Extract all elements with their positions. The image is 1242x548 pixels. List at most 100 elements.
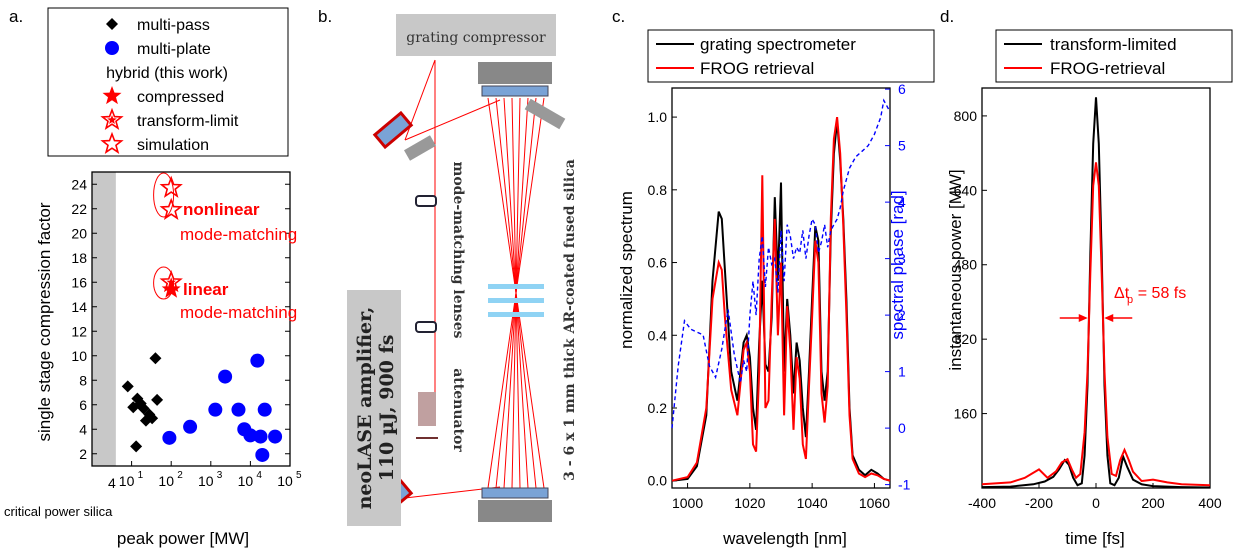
- fwhm-label-sub: p: [1127, 294, 1133, 306]
- y2-tick-label-c: -1: [898, 477, 911, 493]
- legend-a-label: transform-limit: [137, 113, 239, 130]
- lens: [415, 321, 437, 333]
- legend-a-label: multi-pass: [137, 17, 210, 34]
- data-point-diamond: [149, 352, 162, 365]
- x-tick-label-d: -200: [1025, 495, 1053, 511]
- y-tick-label-d: 320: [954, 331, 978, 347]
- annotation-linear-text: mode-matching: [180, 303, 297, 322]
- legend-a-marker-circle: [105, 41, 119, 55]
- x-tick-label-a-exp: 3: [217, 470, 223, 481]
- silica-label: 3 - 6 x 1 mm thick AR-coated fused silic…: [562, 159, 578, 481]
- panel-letter-c: c.: [612, 7, 625, 26]
- series-line-c-1: [671, 116, 891, 482]
- fwhm-arrowhead-left: [1078, 314, 1088, 322]
- top-mount: [478, 62, 552, 84]
- legend-a-marker-star-filled: [102, 86, 122, 105]
- y2-tick-label-c: 3: [898, 251, 906, 267]
- x-tick-label-a-exp: 2: [177, 470, 183, 481]
- silica-plate: [488, 312, 544, 317]
- x-axis-label-d: time [fs]: [1065, 529, 1125, 548]
- bottom-mount: [478, 500, 552, 522]
- y-tick-label-c: 0.2: [648, 400, 668, 416]
- amplifier-label-line1: neoLASE amplifier,: [354, 307, 376, 510]
- y2-tick-label-c: 4: [898, 194, 906, 210]
- annotation-nonlinear-text: mode-matching: [180, 225, 297, 244]
- x-tick-label-a-base: 10: [119, 473, 135, 489]
- plot-frame-c: [671, 87, 891, 489]
- chart-a: multi-pass multi-plate hybrid (this work) c…: [4, 7, 302, 548]
- data-point-circle: [257, 402, 272, 417]
- legend-a-box: [47, 7, 289, 157]
- data-point-circle: [183, 419, 198, 434]
- panel-letter-a: a.: [9, 7, 23, 26]
- panel-letter-d: d.: [940, 7, 954, 26]
- x-tick-label-c: 1060: [859, 495, 890, 511]
- lens: [415, 195, 437, 207]
- x-tick-label-c: 1000: [672, 495, 703, 511]
- silica-plate: [488, 298, 544, 303]
- data-point-diamond: [151, 393, 164, 406]
- attenuator-element: [418, 392, 436, 426]
- chart-d: transform-limited FROG-retrieval -400 -20…: [946, 29, 1233, 548]
- x-tick-label-d: 0: [1092, 495, 1100, 511]
- y-tick-label-a: 6: [79, 397, 87, 413]
- legend-a-marker-star-half: [100, 107, 124, 130]
- series-line-d-1: [981, 162, 1211, 487]
- attenuator-label: attenuator: [450, 368, 466, 452]
- legend-c-box: [647, 29, 935, 83]
- beam-line: [404, 99, 501, 141]
- y-tick-label-a: 2: [79, 446, 87, 462]
- y-tick-label-c: 0.0: [648, 473, 668, 489]
- x-tick-label-a-base: 10: [158, 473, 174, 489]
- legend-c-label-0: grating spectrometer: [700, 35, 856, 54]
- y-tick-label-d: 160: [954, 406, 978, 422]
- legend-d-box: [995, 29, 1233, 83]
- x-tick-label-c: 1020: [734, 495, 765, 511]
- highlight-ellipse-nonlinear: [153, 172, 175, 218]
- x-tick-label-c: 1040: [797, 495, 828, 511]
- x-tick-label-a-exp: 1: [138, 470, 144, 481]
- series-line-c-2: [671, 98, 891, 429]
- legend-a-marker-star-open: [100, 131, 124, 154]
- amplifier-box: [347, 290, 401, 526]
- data-point-circle: [250, 353, 265, 368]
- x-axis-label-c: wavelength [nm]: [722, 529, 847, 548]
- x-tick-label-d: 400: [1198, 495, 1222, 511]
- legend-a-heading: hybrid (this work): [106, 65, 228, 82]
- grating-compressor-box: [396, 14, 556, 56]
- data-point-star-half: [159, 270, 183, 293]
- data-point-circle: [268, 429, 283, 444]
- y-tick-label-a: 22: [71, 201, 87, 217]
- data-point-diamond: [146, 412, 159, 425]
- data-point-circle: [255, 447, 270, 462]
- y-tick-label-c: 0.8: [648, 182, 668, 198]
- legend-a-label: multi-plate: [137, 41, 211, 58]
- y-tick-label-a: 12: [71, 323, 87, 339]
- y2-axis-label-c: spectral phase [rad]: [888, 190, 907, 339]
- legend-a-marker-diamond: [106, 18, 118, 30]
- y-tick-label-c: 1.0: [648, 109, 668, 125]
- y-axis-label-d: instantaneous power [MW]: [946, 169, 965, 370]
- data-point-circle: [208, 402, 223, 417]
- y2-tick-label-c: 6: [898, 81, 906, 97]
- setup-schematic: grating compressor mode-matching lenses …: [347, 14, 578, 526]
- x-tick-label-a-exp: 4: [256, 470, 262, 481]
- fwhm-arrowhead-right: [1104, 314, 1114, 322]
- y-tick-label-d: 800: [954, 108, 978, 124]
- folding-mirror: [372, 110, 414, 150]
- chart-c: grating spectrometer FROG retrieval 1000…: [617, 29, 935, 548]
- legend-c-label-1: FROG retrieval: [700, 59, 814, 78]
- x-tick-label-a-base: 10: [198, 473, 214, 489]
- data-point-star-filled: [161, 279, 181, 298]
- y-tick-label-d: 480: [954, 257, 978, 273]
- top-mirror: [481, 85, 549, 97]
- x-tick-label-a-extra: 4: [108, 475, 116, 491]
- data-point-star-half-core: [166, 277, 176, 287]
- fwhm-value: = 58 fs: [1138, 285, 1186, 302]
- y-tick-label-a: 14: [71, 299, 87, 315]
- data-point-circle: [253, 429, 268, 444]
- y-tick-label-a: 24: [71, 176, 87, 192]
- x-axis-label-a: peak power [MW]: [117, 529, 249, 548]
- y-tick-label-c: 0.6: [648, 255, 668, 271]
